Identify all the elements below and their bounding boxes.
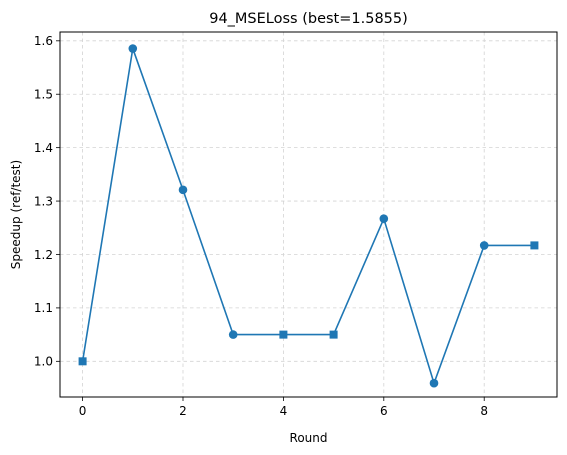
y-axis-title: Speedup (ref/test) <box>9 160 23 269</box>
data-point-circle <box>480 241 489 250</box>
data-point-square <box>330 331 338 339</box>
y-tick-label: 1.2 <box>34 248 53 262</box>
y-tick-label: 1.4 <box>34 141 53 155</box>
x-tick-label: 4 <box>280 404 288 418</box>
y-tick-label: 1.0 <box>34 355 53 369</box>
x-tick-label: 2 <box>179 404 187 418</box>
data-point-circle <box>128 44 137 53</box>
data-point-circle <box>380 214 389 223</box>
x-tick-label: 8 <box>480 404 488 418</box>
chart-title: 94_MSELoss (best=1.5855) <box>209 11 408 27</box>
data-point-circle <box>229 330 238 339</box>
x-tick-label: 0 <box>79 404 87 418</box>
data-point-square <box>79 357 87 365</box>
data-point-square <box>279 331 287 339</box>
y-tick-label: 1.3 <box>34 194 53 208</box>
data-point-circle <box>430 379 439 388</box>
data-point-square <box>530 241 538 249</box>
x-axis-title: Round <box>290 431 328 445</box>
y-tick-label: 1.1 <box>34 301 53 315</box>
data-point-circle <box>179 186 188 195</box>
y-tick-label: 1.6 <box>34 34 53 48</box>
x-tick-label: 6 <box>380 404 388 418</box>
y-tick-label: 1.5 <box>34 88 53 102</box>
